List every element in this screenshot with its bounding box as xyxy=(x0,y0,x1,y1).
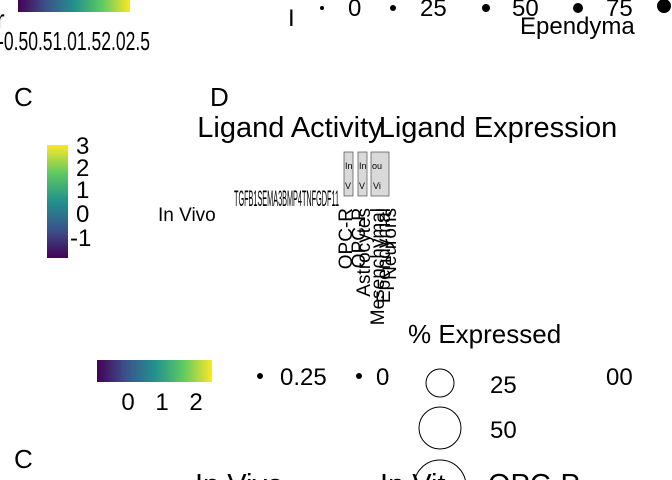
panel-label: C xyxy=(14,444,33,474)
cut-label: Ependyma xyxy=(520,13,635,40)
cut-label: OPC-P xyxy=(488,469,580,480)
cut-label: 00 xyxy=(606,364,633,391)
legend-label: 25 xyxy=(490,372,517,399)
color-bar xyxy=(47,145,68,258)
scale-label: 0 xyxy=(121,389,134,416)
legend-circle xyxy=(414,459,466,480)
strips xyxy=(343,151,390,197)
axis-label: Astrocytes xyxy=(354,208,375,297)
title: Ligand Activity xyxy=(197,112,383,144)
legend-circle xyxy=(418,406,462,450)
legend-dot xyxy=(573,3,583,13)
axis-label: Ependymal xyxy=(374,208,395,303)
cut-label: In Vivo xyxy=(195,469,283,480)
legend-label: 0 xyxy=(348,0,361,22)
strip-label: ou xyxy=(372,161,382,171)
overlapped-text: TGFB1SEMA3BMP4TNFGDF11 xyxy=(234,186,339,211)
legend-label: 50 xyxy=(490,417,517,444)
legend-dot xyxy=(356,373,362,379)
title: Ligand Expression xyxy=(379,112,618,144)
scale-label: 2 xyxy=(189,389,202,416)
cut-label: In Vit xyxy=(380,469,446,480)
scale-label: 3 xyxy=(76,133,89,160)
scale-label: -1 xyxy=(70,225,91,252)
scale-label: 1 xyxy=(155,389,168,416)
label: r xyxy=(0,4,5,34)
scale-label: 2 xyxy=(76,155,89,182)
legend-label: 0 xyxy=(376,364,389,391)
strip-label: In xyxy=(359,161,367,171)
legend-dot xyxy=(390,5,396,11)
panel-label: D xyxy=(210,82,229,112)
legend-dot xyxy=(482,4,490,12)
strip-label: In xyxy=(345,161,353,171)
axis-label: OPC-R xyxy=(336,208,357,269)
legend-label: 75 xyxy=(606,0,633,22)
strip-label: Vi xyxy=(373,181,381,191)
row-label: In Vivo xyxy=(158,205,216,226)
scale-label: 0 xyxy=(76,201,89,228)
label: I xyxy=(288,5,295,32)
strip-label: V xyxy=(345,181,351,191)
axis-label: Neurons xyxy=(380,208,401,280)
color-bar xyxy=(18,0,130,12)
legend-dot xyxy=(320,6,324,10)
color-bar xyxy=(97,360,212,382)
legend-dot xyxy=(257,373,263,379)
scale-label: -0.50.51.01.52.02.5 xyxy=(0,26,150,56)
legend-title: % Expressed xyxy=(408,319,561,349)
axis-label: OPC-P xyxy=(349,208,370,268)
legend-circle xyxy=(425,368,455,398)
legend-dot xyxy=(657,0,671,13)
scale-label: 1 xyxy=(76,177,89,204)
axis-label: Mesenchymal xyxy=(368,208,389,325)
panel-label: C xyxy=(14,82,33,112)
legend-label: 25 xyxy=(420,0,447,22)
strip-label: V xyxy=(359,181,365,191)
legend-label: 50 xyxy=(512,0,539,22)
legend-label: 0.25 xyxy=(280,364,327,391)
